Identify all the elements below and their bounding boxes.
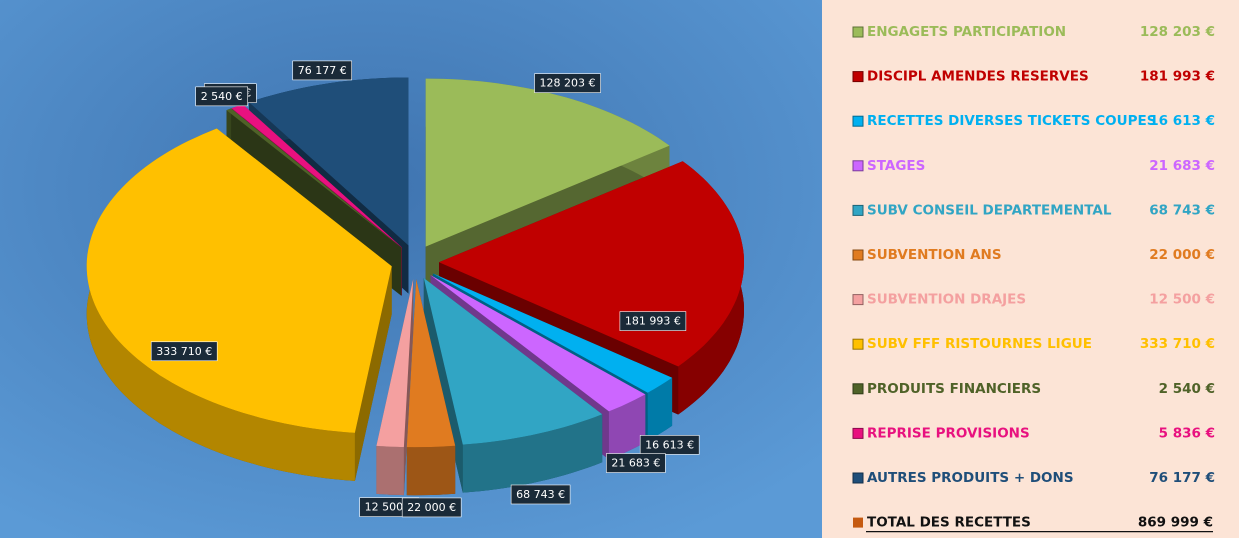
legend-swatch — [852, 249, 864, 261]
legend-swatch — [852, 26, 864, 38]
legend-value: 333 710 € — [1140, 336, 1215, 352]
slice-group — [376, 279, 414, 496]
legend-label: RECETTES DIVERSES TICKETS COUPES — [867, 113, 1156, 129]
data-label-box — [150, 341, 218, 362]
data-label: 22 000 € — [407, 501, 456, 514]
legend-value: 2 540 € — [1159, 381, 1215, 397]
legend-swatch — [852, 338, 864, 350]
slice-side — [86, 128, 355, 481]
slice-wall — [354, 266, 392, 481]
legend-label: SUBV FFF RISTOURNES LIGUE — [867, 336, 1092, 352]
slice — [430, 275, 646, 412]
data-label: 76 177 € — [298, 64, 347, 77]
legend-label: DISCIPL AMENDES RESERVES — [867, 69, 1089, 85]
data-label: 68 743 € — [516, 488, 565, 501]
slice-side — [376, 445, 404, 496]
slice-side — [647, 377, 673, 441]
slice — [423, 278, 603, 445]
legend-label: PRODUITS FINANCIERS — [867, 381, 1041, 397]
slice-group — [406, 279, 456, 496]
data-labels: 76 177 €128 203 €5 836 €2 540 €181 993 €… — [150, 60, 700, 518]
legend-label: ENGAGETS PARTICIPATION — [867, 24, 1066, 40]
legend-label: SUBVENTION DRAJES — [867, 292, 1026, 308]
pie — [86, 77, 744, 496]
slice-side — [462, 414, 603, 493]
data-label: 16 613 € — [645, 438, 694, 451]
legend-swatch — [852, 204, 864, 216]
legend-value: 68 743 € — [1149, 202, 1215, 218]
legend-swatch — [853, 517, 863, 528]
data-label-box — [639, 435, 700, 455]
legend-swatch — [852, 71, 864, 83]
legend-value: 128 203 € — [1140, 24, 1215, 40]
data-label-box — [606, 453, 666, 473]
slice — [406, 279, 456, 448]
legend-value: 181 993 € — [1140, 69, 1215, 85]
data-label-box — [292, 60, 353, 81]
data-label: 21 683 € — [611, 457, 660, 470]
slice — [231, 104, 402, 248]
data-label: 181 993 € — [625, 315, 681, 328]
legend-label: AUTRES PRODUITS + DONS — [867, 470, 1074, 486]
legend-swatch — [852, 160, 864, 172]
legend-swatch — [852, 115, 864, 127]
legend-label: STAGES — [867, 158, 925, 174]
slice — [425, 78, 670, 247]
total-label: TOTAL DES RECETTES — [867, 515, 1031, 531]
legend-value: 22 000 € — [1149, 247, 1215, 263]
data-label-box — [510, 484, 571, 505]
legend-value: 21 683 € — [1149, 158, 1215, 174]
data-label-box — [401, 497, 462, 518]
legend-swatch — [852, 383, 864, 395]
legend-label: REPRISE PROVISIONS — [867, 425, 1030, 441]
slice-group — [423, 278, 603, 493]
legend-swatch — [852, 427, 864, 439]
data-label-box — [195, 86, 249, 107]
legend-label: SUBVENTION ANS — [867, 247, 1002, 263]
legend: ENGAGETS PARTICIPATION 128 203 € DISCIPL A… — [852, 24, 1215, 533]
legend-swatch — [852, 294, 864, 306]
total-value: 869 999 € — [1138, 515, 1213, 531]
data-label-box — [534, 73, 601, 93]
data-label: 2 540 € — [201, 90, 243, 103]
slice — [226, 108, 402, 248]
data-label: 12 500 € — [365, 501, 414, 514]
legend-panel — [822, 0, 1239, 538]
data-label-box — [619, 311, 687, 331]
legend-value: 5 836 € — [1159, 425, 1215, 441]
data-label: 333 710 € — [156, 345, 212, 358]
slice — [376, 279, 414, 448]
data-label: 128 203 € — [540, 77, 596, 90]
slice-side — [406, 445, 456, 496]
legend-value: 16 613 € — [1149, 113, 1215, 129]
legend-value: 76 177 € — [1149, 470, 1215, 486]
legend-swatch — [852, 472, 864, 484]
legend-value: 12 500 € — [1149, 292, 1215, 308]
slice — [432, 273, 673, 393]
slice — [249, 77, 409, 246]
legend-label: SUBV CONSEIL DEPARTEMENTAL — [867, 202, 1112, 218]
slice-side — [608, 394, 646, 460]
